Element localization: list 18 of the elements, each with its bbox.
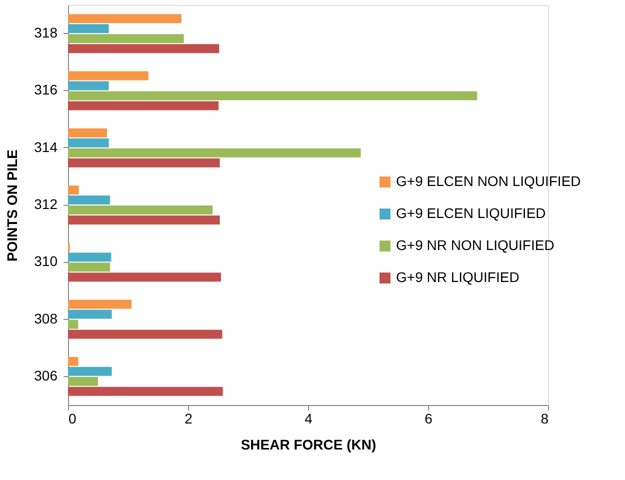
x-tick-label: 8	[540, 410, 549, 426]
x-tick-label: 6	[424, 410, 433, 426]
x-tick-label: 0	[68, 410, 76, 426]
y-tick-label: 312	[34, 196, 58, 212]
y-tick-label: 306	[34, 367, 58, 384]
y-tick-label: 314	[34, 138, 58, 155]
x-tick-label: 4	[304, 410, 313, 426]
legend-label: G+9 ELCEN NON LIQUIFIED	[396, 173, 581, 189]
legend-label: G+9 ELCEN LIQUIFIED	[396, 205, 546, 221]
x-tick-label: 2	[184, 410, 193, 426]
y-tick-label: 318	[34, 24, 58, 41]
legend-label: G+9 NR LIQUIFIED	[396, 269, 520, 285]
y-axis-title: POINTS ON PILE	[4, 149, 20, 262]
y-tick-label: 310	[34, 253, 58, 270]
y-tick-label: 308	[34, 310, 58, 326]
x-axis-title: SHEAR FORCE (KN)	[240, 436, 376, 452]
legend-label: G+9 NR NON LIQUIFIED	[396, 237, 554, 253]
y-tick-label: 316	[34, 82, 58, 98]
